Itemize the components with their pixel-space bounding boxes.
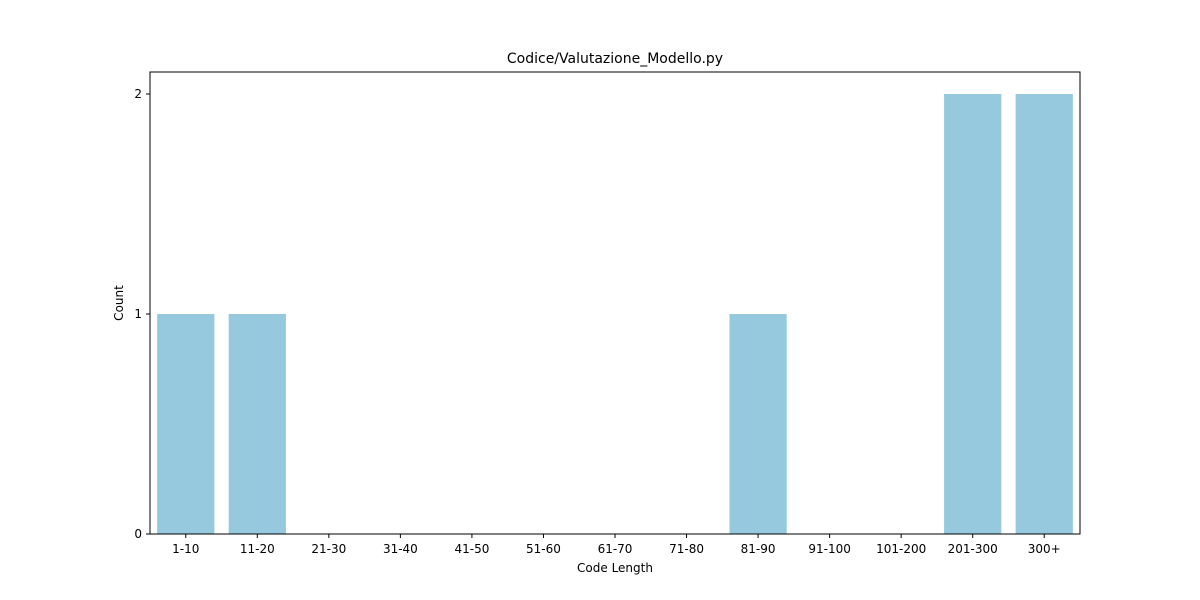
bar-300+ [1015, 94, 1073, 534]
x-tick-label: 41-50 [454, 542, 489, 556]
y-tick-label: 1 [134, 307, 142, 321]
x-axis-ticks: 1-10 11-20 21-30 31-40 41-50 51-60 61-70 71-80 8… [172, 534, 1061, 556]
x-tick-label: 91-100 [808, 542, 851, 556]
x-tick-label: 31-40 [383, 542, 418, 556]
y-axis-label: Count [112, 285, 126, 321]
x-tick-label: 71-80 [669, 542, 704, 556]
x-tick-label: 81-90 [741, 542, 776, 556]
x-tick-label: 300+ [1028, 542, 1061, 556]
x-tick-label: 21-30 [311, 542, 346, 556]
bar-11-20 [228, 314, 286, 534]
x-tick-label: 51-60 [526, 542, 561, 556]
x-tick-label: 61-70 [598, 542, 633, 556]
x-tick-label: 201-300 [948, 542, 998, 556]
bars [157, 94, 1073, 534]
x-tick-label: 101-200 [876, 542, 926, 556]
plot-frame [149, 71, 1081, 535]
chart-title: Codice/Valutazione_Modello.py [507, 51, 723, 67]
x-tick-label: 11-20 [240, 542, 275, 556]
bar-1-10 [157, 314, 215, 534]
y-tick-label: 0 [134, 527, 142, 541]
bar-81-90 [729, 314, 787, 534]
y-axis-ticks: 0 1 2 [134, 87, 150, 541]
bar-201-300 [944, 94, 1002, 534]
y-tick-label: 2 [134, 87, 142, 101]
x-tick-label: 1-10 [172, 542, 199, 556]
x-axis-label: Code Length [577, 561, 653, 575]
